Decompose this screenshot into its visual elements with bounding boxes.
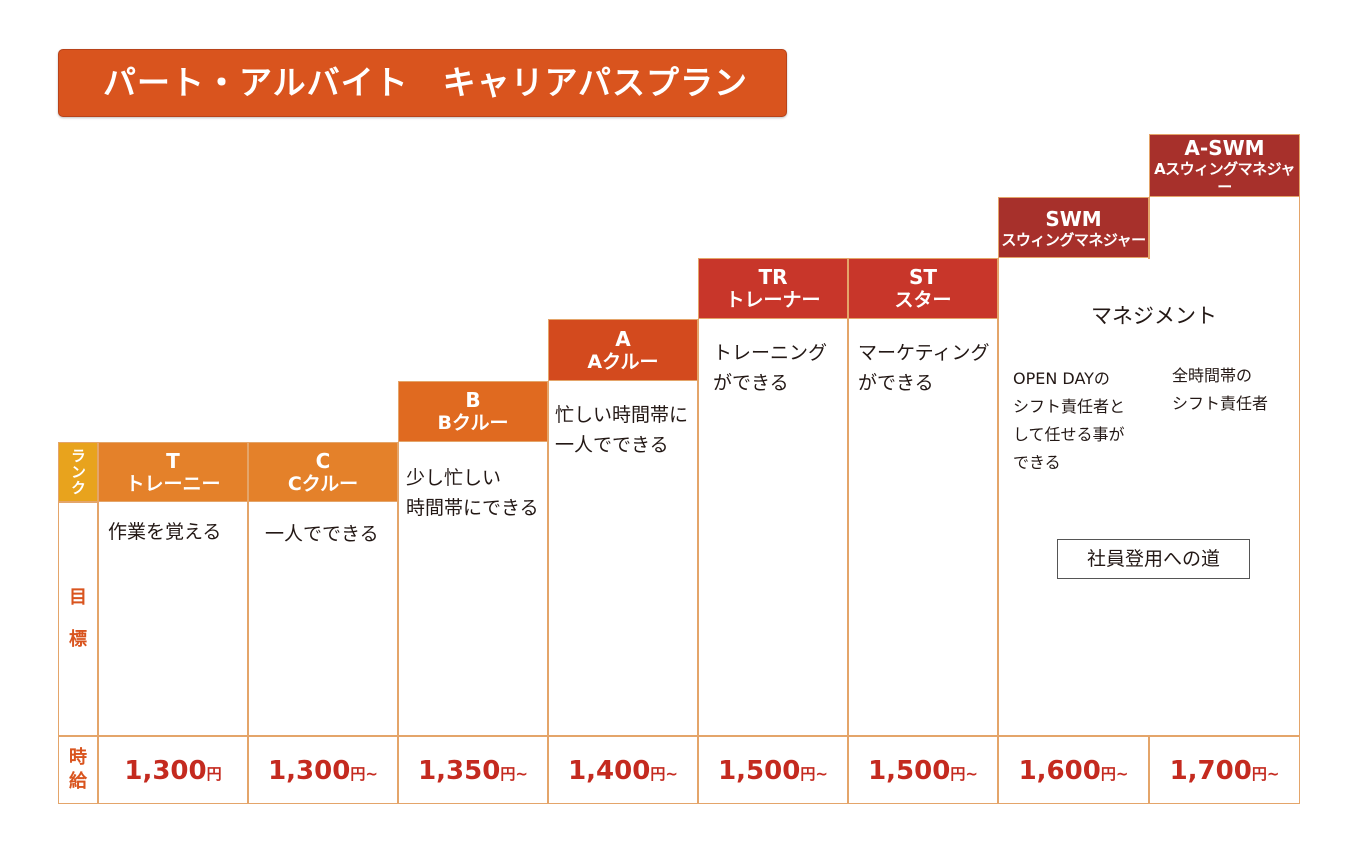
rank-code: ST [908,265,938,290]
rank-name: Bクルー [437,412,509,435]
rank-name: スウィングマネジャー [1001,230,1146,249]
rank-code: B [465,388,481,413]
wage-unit: 円~ [800,765,828,783]
rank-header-t: T トレーニー [98,442,248,502]
rank-goal-tr: トレーニング ができる [713,342,828,394]
rank-name: Aスウィングマネジャー [1154,159,1295,196]
wage-cell-st: 1,500円~ [848,736,998,804]
wage-amount: 1,400 [568,756,651,786]
rank-header-c: C Cクルー [248,442,398,502]
rank-header-st: ST スター [848,258,998,319]
rank-column-tr [698,258,848,736]
rank-code: C [315,448,331,473]
wage-unit: 円~ [1100,765,1129,783]
rank-code: T [166,448,180,473]
rank-name: スター [894,289,952,312]
rank-label: ランク [58,442,98,502]
rank-name: Cクルー [287,472,359,495]
wage-amount: 1,500 [718,756,801,786]
rank-goal-swm: OPEN DAYの シフト責任者と して任せる事が できる [1013,369,1126,472]
rank-code: A [615,326,631,351]
wage-cell-aswm: 1,700円~ [1149,736,1300,804]
rank-goal-a: 忙しい時間帯に 一人でできる [555,404,689,456]
goal-label: 目 標 [69,587,87,650]
wage-cell-a: 1,400円~ [548,736,698,804]
rank-header-swm: SWM スウィングマネジャー [998,197,1149,258]
management-area [999,259,1299,735]
wage-amount: 1,350 [418,756,501,786]
wage-cell-tr: 1,500円~ [698,736,848,804]
rank-code: A-SWM [1184,135,1265,160]
promotion-path-box: 社員登用への道 [1057,539,1250,579]
rank-header-aswm: A-SWM Aスウィングマネジャー [1149,134,1300,197]
wage-amount: 1,500 [868,756,951,786]
rank-name: Aクルー [587,350,659,373]
rank-goal-c: 一人でできる [265,523,379,545]
wage-amount: 1,300 [268,756,351,786]
rank-goal-b: 少し忙しい 時間帯にできる [406,467,539,519]
rank-name: トレーナー [725,289,821,312]
rank-column-st [848,258,998,736]
rank-name: トレーニー [125,472,221,495]
page-title: パート・アルバイト キャリアパスプラン [58,49,787,117]
wage-unit: 円 [206,765,222,783]
wage-amount: 1,300 [124,756,207,786]
wage-unit: 円~ [650,765,678,783]
wage-label-cell: 時 給 [58,736,98,804]
wage-cell-swm: 1,600円~ [998,736,1149,804]
wage-cell-b: 1,350円~ [398,736,548,804]
wage-amount: 1,700 [1169,756,1252,786]
rank-goal-aswm: 全時間帯の シフト責任者 [1172,366,1269,413]
rank-goal-st: マーケティング ができる [858,342,990,394]
wage-unit: 円~ [500,765,528,783]
rank-header-b: B Bクルー [398,381,548,442]
wage-cell-t: 1,300円 [98,736,248,804]
wage-label: 時 給 [69,746,87,792]
wage-cell-c: 1,300円~ [248,736,398,804]
management-title: マネジメント [1091,304,1217,328]
rank-header-a: A Aクルー [548,319,698,381]
wage-unit: 円~ [950,765,978,783]
rank-code: TR [758,265,788,290]
rank-column-a [548,319,698,736]
rank-header-tr: TR トレーナー [698,258,848,319]
rank-goal-t: 作業を覚える [108,521,222,543]
goal-label-cell: 目 標 [58,502,98,736]
rank-code: SWM [1045,206,1102,231]
wage-unit: 円~ [1251,765,1280,783]
wage-unit: 円~ [350,765,378,783]
wage-amount: 1,600 [1018,756,1101,786]
